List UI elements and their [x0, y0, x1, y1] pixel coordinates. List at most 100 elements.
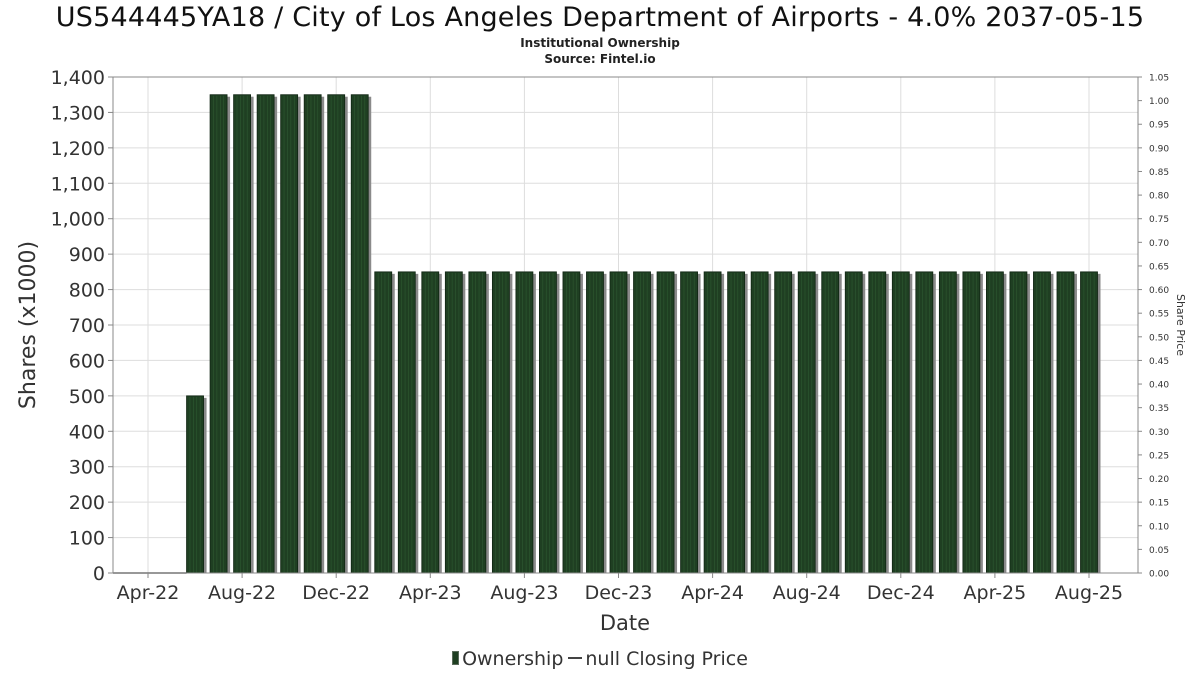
x-axis: Apr-22 Aug-22 Dec-22 Apr-23 Aug-23 Dec-23 Apr-… — [117, 573, 1123, 604]
ownership-legend-swatch — [452, 651, 460, 665]
x-tick-label: Aug-24 — [773, 582, 841, 604]
ownership-bar — [821, 271, 840, 574]
ownership-bar — [1056, 271, 1075, 574]
ownership-bar — [421, 271, 440, 574]
x-tick-label: Apr-25 — [964, 582, 1027, 604]
y-tick-label: 1,200 — [51, 138, 105, 160]
ownership-bar — [468, 271, 487, 574]
x-tick-label: Aug-25 — [1055, 582, 1123, 604]
x-tick-label: Dec-23 — [585, 582, 653, 604]
y-tick-label: 700 — [69, 315, 105, 337]
y2-axis: 0.00 0.05 0.10 0.15 0.20 0.25 0.30 0.35 0.40 0.45… — [1138, 74, 1169, 580]
price-legend-label: null Closing Price — [585, 648, 748, 670]
y2-axis-label: Share Price — [1174, 294, 1187, 356]
y2-tick-label: 0.90 — [1149, 144, 1169, 154]
y2-tick-label: 0.55 — [1149, 310, 1169, 320]
y-tick-label: 1,300 — [51, 102, 105, 124]
chart-title: US544445YA18 / City of Los Angeles Depar… — [55, 2, 1145, 33]
ownership-bar — [327, 94, 346, 574]
x-tick-label: Aug-23 — [490, 582, 558, 604]
ownership-bar — [844, 271, 863, 574]
ownership-bar — [444, 271, 463, 574]
ownership-bar — [1009, 271, 1028, 574]
ownership-bar — [868, 271, 887, 574]
ownership-bar — [233, 94, 252, 574]
y2-tick-label: 0.35 — [1149, 404, 1169, 414]
y2-tick-label: 0.10 — [1149, 522, 1169, 532]
price-legend-line — [568, 657, 583, 659]
x-tick-label: Aug-22 — [208, 582, 276, 604]
ownership-bar — [656, 271, 675, 574]
x-tick-label: Dec-24 — [867, 582, 935, 604]
y2-tick-label: 0.95 — [1149, 121, 1169, 131]
y2-tick-label: 0.20 — [1149, 475, 1169, 485]
ownership-bar — [515, 271, 534, 574]
ownership-bar — [633, 271, 651, 574]
y2-tick-label: 0.05 — [1149, 546, 1169, 556]
y2-tick-label: 0.80 — [1149, 192, 1169, 202]
ownership-bar — [586, 271, 604, 574]
y-tick-label: 400 — [69, 421, 105, 443]
y2-tick-label: 0.50 — [1149, 333, 1169, 343]
ownership-bar — [350, 94, 369, 574]
ownership-bar — [938, 271, 957, 574]
y2-tick-label: 0.40 — [1149, 381, 1169, 391]
chart-subtitle: Institutional Ownership — [520, 36, 680, 50]
ownership-bar — [774, 271, 793, 574]
y2-tick-label: 0.45 — [1149, 357, 1169, 367]
x-tick-label: Apr-23 — [399, 582, 462, 604]
ownership-bar — [986, 271, 1004, 574]
y2-tick-label: 0.30 — [1149, 428, 1169, 438]
ownership-bar — [256, 94, 275, 574]
ownership-bar — [750, 271, 769, 574]
chart-legend: Ownership null Closing Price — [0, 648, 1200, 670]
y2-tick-label: 1.00 — [1149, 97, 1169, 107]
x-tick-label: Dec-22 — [302, 582, 370, 604]
y2-tick-label: 0.00 — [1149, 570, 1169, 580]
ownership-bar — [680, 271, 698, 574]
ownership-bar — [609, 271, 628, 574]
ownership-bar — [209, 94, 228, 574]
y-tick-label: 300 — [69, 457, 105, 479]
ownership-bar — [727, 271, 746, 574]
ownership-bar — [303, 94, 322, 574]
y-tick-label: 100 — [69, 528, 105, 550]
y-tick-label: 900 — [69, 244, 105, 266]
ownership-bar — [374, 271, 393, 574]
chart-source: Source: Fintel.io — [544, 52, 656, 66]
ownership-legend-label: Ownership — [462, 648, 564, 670]
y2-tick-label: 0.15 — [1149, 499, 1169, 509]
y2-tick-label: 0.70 — [1149, 239, 1169, 249]
ownership-bar — [280, 94, 299, 574]
ownership-bar — [1080, 271, 1098, 574]
ownership-bar — [703, 271, 722, 574]
ownership-bar — [962, 271, 981, 574]
y-axis: 0 100 200 300 400 500 600 700 800 900 1,000 1,100 1,… — [51, 67, 113, 585]
y-tick-label: 800 — [69, 280, 105, 302]
ownership-bar — [1033, 271, 1051, 574]
y-tick-label: 500 — [69, 386, 105, 408]
y-tick-label: 1,000 — [51, 209, 105, 231]
ownership-bar — [186, 395, 204, 574]
y2-tick-label: 0.85 — [1149, 168, 1169, 178]
y2-tick-label: 0.65 — [1149, 262, 1169, 272]
y-tick-label: 1,400 — [51, 67, 105, 89]
y-axis-label: Shares (x1000) — [16, 241, 41, 409]
ownership-bar — [915, 271, 934, 574]
y2-tick-label: 0.60 — [1149, 286, 1169, 296]
ownership-bar — [562, 271, 581, 574]
y-tick-label: 0 — [93, 563, 105, 585]
y-tick-label: 200 — [69, 492, 105, 514]
x-tick-label: Apr-24 — [681, 582, 744, 604]
x-axis-label: Date — [600, 611, 650, 635]
y2-tick-label: 1.05 — [1149, 74, 1169, 84]
y2-tick-label: 0.25 — [1149, 451, 1169, 461]
y-tick-label: 1,100 — [51, 173, 105, 195]
y2-tick-label: 0.75 — [1149, 215, 1169, 225]
bars — [113, 94, 1101, 574]
ownership-bar — [797, 271, 816, 574]
x-tick-label: Apr-22 — [117, 582, 180, 604]
y-tick-label: 600 — [69, 350, 105, 372]
ownership-bar — [539, 271, 557, 574]
